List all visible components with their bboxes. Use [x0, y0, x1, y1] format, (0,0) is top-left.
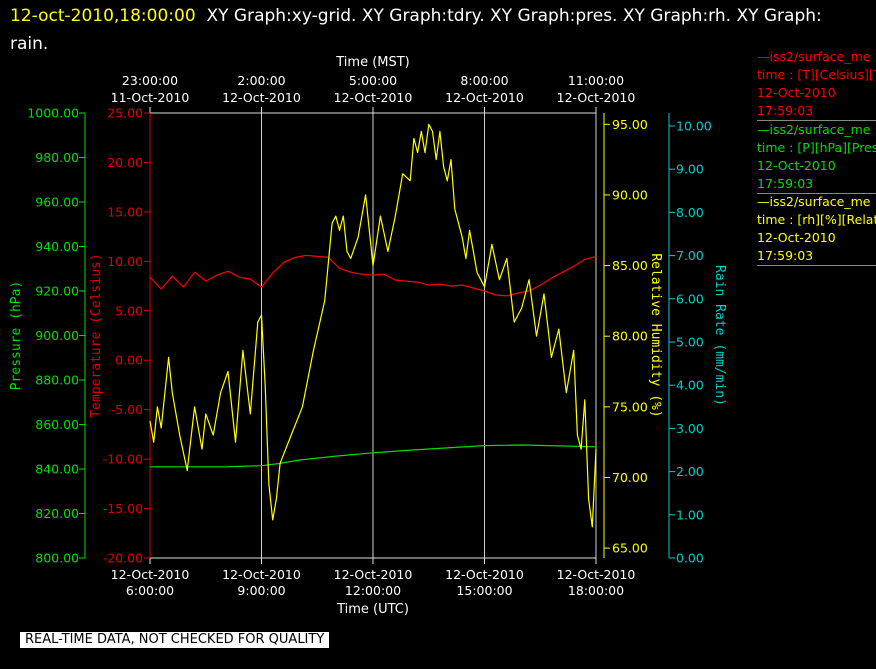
legend-time: 17:59:03	[757, 176, 814, 191]
y-tick-label: 940.00	[35, 239, 79, 254]
x-tick-time: 9:00:00	[237, 583, 285, 598]
y-tick-label: 25.00	[107, 106, 143, 121]
x-axis-title: Time (UTC)	[336, 602, 409, 617]
x-tick-time: 18:00:00	[568, 583, 624, 598]
y-tick-label: 5.00	[115, 303, 143, 318]
y-tick-label: 75.00	[612, 399, 648, 414]
top-tick-time: 2:00:00	[237, 73, 285, 88]
x-tick-time: 15:00:00	[456, 583, 512, 598]
top-tick-date: 12-Oct-2010	[445, 90, 524, 105]
top-tick-date: 12-Oct-2010	[222, 90, 301, 105]
y-tick-label: 80.00	[612, 329, 648, 344]
y-tick-label: 10.00	[107, 254, 143, 269]
x-tick-time: 6:00:00	[126, 583, 174, 598]
y-tick-label: 980.00	[35, 150, 79, 165]
legend-date: 12-Oct-2010	[757, 85, 836, 100]
y-tick-label: 8.00	[676, 205, 704, 220]
y-tick-label: 0.00	[115, 353, 143, 368]
y-axis-title: Pressure (hPa)	[9, 281, 24, 391]
y-tick-label: 65.00	[612, 541, 648, 556]
y-tick-label: 840.00	[35, 462, 79, 477]
y-tick-label: 5.00	[676, 334, 704, 349]
series-line-pres	[150, 444, 597, 468]
top-tick-time: 23:00:00	[122, 73, 178, 88]
y-axis-title: Rain Rate (mm/min)	[712, 265, 727, 406]
y-tick-label: 95.00	[612, 117, 648, 132]
y-tick-label: -10.00	[103, 452, 143, 467]
legend-meta: time : [rh][%][Relati	[757, 212, 876, 227]
y-tick-label: 4.00	[676, 378, 704, 393]
y-axis-title: Temperature (Celsius)	[89, 253, 104, 417]
y-tick-label: 0.00	[676, 551, 704, 566]
legend-source: —iss2/surface_me	[757, 194, 871, 209]
legend-entry-temperature: —iss2/surface_me time : [T][Celsius][T 1…	[757, 48, 876, 121]
x-tick-date: 12-Oct-2010	[334, 567, 413, 582]
quality-warning: REAL-TIME DATA, NOT CHECKED FOR QUALITY	[20, 632, 330, 648]
x-tick-date: 12-Oct-2010	[557, 567, 636, 582]
y-tick-label: 800.00	[35, 551, 79, 566]
y-tick-label: 880.00	[35, 373, 79, 388]
y-tick-label: 7.00	[676, 248, 704, 263]
y-tick-label: 820.00	[35, 506, 79, 521]
y-tick-label: -15.00	[103, 501, 143, 516]
legend-source: —iss2/surface_me	[757, 122, 871, 137]
y-axis-title: Relative Humidity (%)	[648, 253, 663, 417]
y-tick-label: 15.00	[107, 204, 143, 219]
y-tick-label: 85.00	[612, 258, 648, 273]
window-title: 12-oct-2010,18:00:00 XY Graph:xy-grid. X…	[10, 2, 860, 58]
legend-source: —iss2/surface_me	[757, 49, 871, 64]
legend-meta: time : [P][hPa][Pres	[757, 140, 876, 155]
top-tick-time: 5:00:00	[349, 73, 397, 88]
y-tick-label: 20.00	[107, 155, 143, 170]
legend-date: 12-Oct-2010	[757, 158, 836, 173]
legend-time: 17:59:03	[757, 103, 814, 118]
title-graph-list: XY Graph:xy-grid. XY Graph:tdry. XY Grap…	[10, 6, 822, 54]
legend-time: 17:59:03	[757, 248, 814, 263]
legend-entry-pressure: —iss2/surface_me time : [P][hPa][Pres 12…	[757, 121, 876, 194]
x-tick-date: 12-Oct-2010	[111, 567, 190, 582]
y-tick-label: -5.00	[111, 402, 143, 417]
top-tick-date: 11-Oct-2010	[111, 90, 190, 105]
y-tick-label: 6.00	[676, 291, 704, 306]
top-tick-date: 12-Oct-2010	[557, 90, 636, 105]
x-tick-date: 12-Oct-2010	[445, 567, 524, 582]
y-tick-label: 70.00	[612, 470, 648, 485]
y-tick-label: 9.00	[676, 162, 704, 177]
y-tick-label: 900.00	[35, 328, 79, 343]
x-tick-date: 12-Oct-2010	[222, 567, 301, 582]
y-tick-label: 3.00	[676, 421, 704, 436]
top-tick-date: 12-Oct-2010	[334, 90, 413, 105]
legend-entry-humidity: —iss2/surface_me time : [rh][%][Relati 1…	[757, 193, 876, 266]
series-line-rh	[149, 123, 597, 528]
series-line-temp	[149, 254, 597, 297]
title-timestamp: 12-oct-2010,18:00:00	[10, 6, 196, 26]
top-tick-time: 8:00:00	[460, 73, 508, 88]
y-tick-label: 920.00	[35, 284, 79, 299]
legend-date: 12-Oct-2010	[757, 230, 836, 245]
top-tick-time: 11:00:00	[568, 73, 624, 88]
y-tick-label: 90.00	[612, 187, 648, 202]
top-axis-title: Time (MST)	[335, 55, 410, 70]
x-tick-time: 12:00:00	[345, 583, 401, 598]
y-tick-label: 860.00	[35, 417, 79, 432]
y-tick-label: -20.00	[103, 551, 143, 566]
y-tick-label: 2.00	[676, 464, 704, 479]
y-tick-label: 1.00	[676, 507, 704, 522]
y-tick-label: 960.00	[35, 195, 79, 210]
y-tick-label: 10.00	[676, 118, 712, 133]
legend-meta: time : [T][Celsius][T	[757, 67, 876, 82]
y-tick-label: 1000.00	[27, 106, 79, 121]
